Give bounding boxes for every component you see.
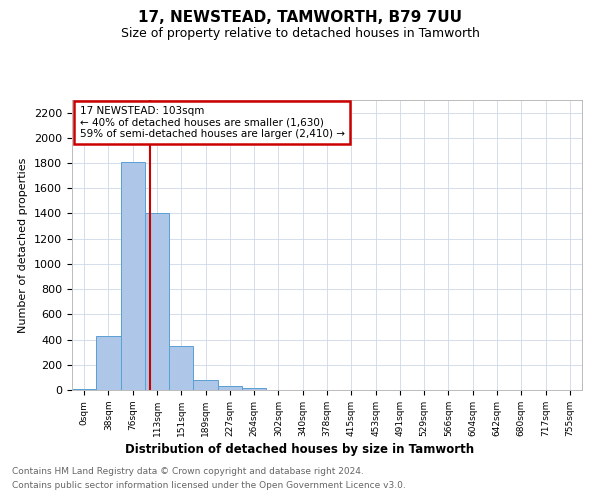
Bar (218, 386, 242, 390)
Text: Contains public sector information licensed under the Open Government Licence v3: Contains public sector information licen… (12, 481, 406, 490)
Bar (242, 388, 266, 390)
Bar (169, 346, 193, 390)
Bar (145, 214, 169, 390)
Text: Distribution of detached houses by size in Tamworth: Distribution of detached houses by size … (125, 442, 475, 456)
Y-axis label: Number of detached properties: Number of detached properties (19, 158, 28, 332)
Text: 17 NEWSTEAD: 103sqm
← 40% of detached houses are smaller (1,630)
59% of semi-det: 17 NEWSTEAD: 103sqm ← 40% of detached ho… (80, 106, 344, 139)
Text: Size of property relative to detached houses in Tamworth: Size of property relative to detached ho… (121, 28, 479, 40)
Text: 17, NEWSTEAD, TAMWORTH, B79 7UU: 17, NEWSTEAD, TAMWORTH, B79 7UU (138, 10, 462, 25)
Bar (121, 162, 145, 390)
Bar (193, 380, 218, 390)
Bar (72, 388, 96, 390)
Bar (96, 336, 121, 390)
Text: Contains HM Land Registry data © Crown copyright and database right 2024.: Contains HM Land Registry data © Crown c… (12, 468, 364, 476)
